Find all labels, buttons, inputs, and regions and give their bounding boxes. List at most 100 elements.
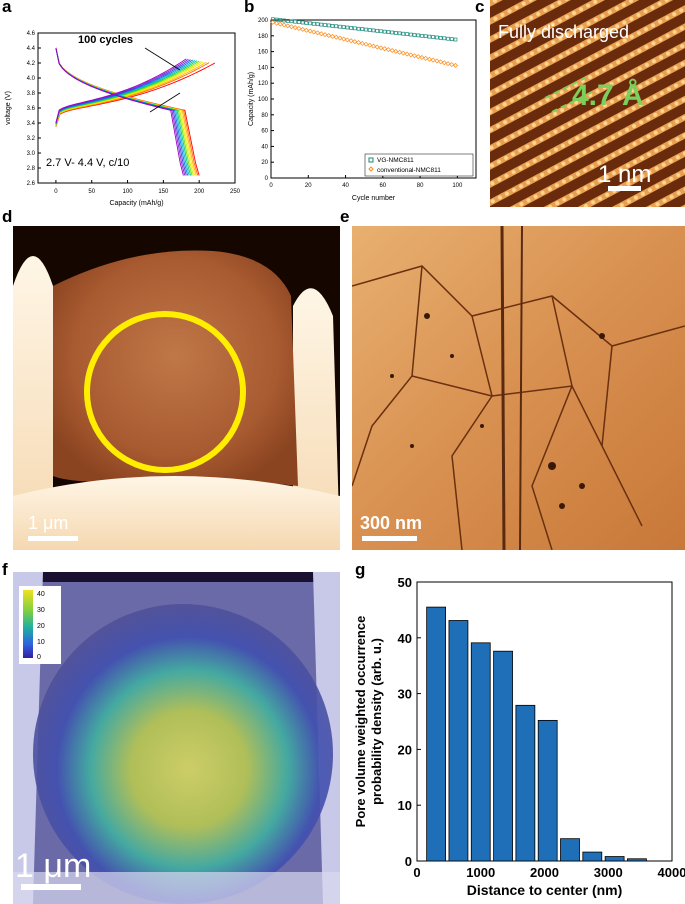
b-point-vg	[345, 25, 350, 30]
b-point-vg	[390, 30, 394, 35]
a-arrow-up	[144, 47, 181, 71]
b-point-vg	[367, 28, 372, 32]
b-point-conv	[393, 48, 399, 54]
b-point-conv	[300, 26, 306, 32]
b-xtick-label: 0	[269, 183, 273, 189]
scalebar-c	[608, 186, 641, 191]
scalebar-e	[362, 536, 417, 541]
b-ytick-label: 180	[258, 34, 269, 40]
a-charge-curve	[55, 62, 210, 127]
b-point-conv	[322, 32, 328, 38]
b-point-vg	[360, 27, 365, 32]
a-ytick-label: 2.8	[27, 166, 36, 172]
b-ytick-label: 20	[261, 160, 268, 166]
b-point-vg	[408, 32, 413, 37]
panel-letter-f: f	[2, 560, 8, 579]
voltage-capacity-chart: 0 50 100 150 200 250 2.6 2.8 3.0 3.2 3.4 3.6 3.8 4.0 4…	[5, 31, 241, 207]
b-point-vg	[330, 23, 335, 28]
colorbar	[23, 590, 33, 658]
b-ylabel: Capacity (mAh/g)	[248, 72, 255, 126]
g-ytick-label: 10	[398, 798, 412, 813]
b-point-vg	[375, 28, 380, 33]
b-ytick-label: 200	[258, 18, 269, 24]
b-point-vg	[319, 22, 324, 27]
b-point-conv	[289, 24, 294, 30]
g-ytick-label: 40	[398, 631, 412, 646]
b-point-vg	[420, 33, 424, 38]
left-edge-glow	[13, 256, 53, 550]
chart-b-points	[270, 17, 458, 68]
b-ytick-label: 160	[258, 50, 269, 56]
b-point-conv	[307, 28, 313, 34]
b-point-conv	[412, 53, 417, 59]
panel-letter-d: d	[2, 207, 13, 226]
b-point-conv	[330, 33, 335, 39]
b-point-conv	[344, 37, 350, 43]
right-edge-glow	[293, 288, 340, 550]
g-bar	[627, 858, 647, 862]
a-ytick-label: 3.8	[27, 91, 36, 97]
b-point-conv	[382, 46, 388, 52]
a-ytick-label: 3.0	[27, 151, 36, 157]
b-point-conv	[371, 43, 376, 49]
b-point-conv	[303, 27, 309, 33]
center-circle-marker	[84, 311, 246, 473]
g-xtick-label: 1000	[466, 865, 495, 880]
b-point-vg	[338, 24, 342, 29]
a-cycles-label: 100 cycles	[78, 34, 133, 46]
b-point-conv	[385, 47, 391, 53]
b-legend-marker-vg	[368, 157, 374, 163]
fringe-marker-2	[551, 91, 593, 113]
b-point-vg	[304, 21, 309, 25]
b-xtick-label: 60	[379, 183, 386, 189]
b-point-conv	[296, 26, 302, 32]
b-point-conv	[445, 61, 451, 67]
b-ytick-label: 80	[261, 113, 268, 119]
a-condition-label: 2.7 V- 4.4 V, c/10	[46, 157, 129, 169]
a-ytick-label: 3.6	[27, 106, 36, 112]
a-ylabel: voltage (V)	[5, 91, 12, 125]
b-point-vg	[356, 26, 361, 31]
b-ytick-label: 60	[261, 129, 268, 135]
panel-letter-g: g	[355, 560, 366, 579]
b-point-vg	[349, 26, 353, 30]
crack-line-2	[519, 226, 523, 550]
g-ylabel-line2: probability density (arb. u.)	[369, 638, 384, 805]
g-bar	[582, 851, 603, 862]
panel-letter-c: c	[475, 0, 485, 16]
b-point-conv	[359, 40, 365, 46]
b-point-conv	[356, 40, 362, 46]
b-point-conv	[285, 23, 291, 29]
b-point-conv	[363, 41, 369, 47]
pore-dots	[390, 313, 605, 509]
density-heatmap	[33, 604, 333, 904]
pore-density-overlay-image: 40 30 20 10 0 1 μm	[13, 572, 340, 904]
chart-a-curves	[55, 47, 216, 176]
g-ytick-label: 20	[398, 742, 412, 757]
b-point-vg	[334, 24, 339, 29]
b-point-conv	[367, 42, 373, 48]
b-point-vg	[379, 29, 383, 34]
b-point-vg	[278, 18, 283, 22]
a-ytick-label: 3.2	[27, 136, 36, 142]
b-point-vg	[435, 35, 439, 40]
b-point-conv	[415, 54, 421, 60]
b-ytick-label: 100	[258, 97, 269, 103]
a-ytick-label: 4.6	[27, 31, 36, 37]
chart-a-axes: 0 50 100 150 200 250 2.6 2.8 3.0 3.2 3.4 3.6 3.8 4.0 4…	[5, 31, 241, 207]
b-point-vg	[394, 31, 398, 35]
b-point-vg	[412, 33, 417, 37]
scalebar-d	[28, 536, 78, 541]
b-point-vg	[326, 23, 331, 28]
a-xtick-label: 250	[230, 189, 241, 195]
b-point-vg	[386, 30, 391, 34]
a-xtick-label: 100	[123, 189, 134, 195]
b-point-conv	[337, 35, 343, 41]
g-xtick-label: 4000	[658, 865, 685, 880]
g-bar	[493, 650, 513, 862]
a-xtick-label: 50	[88, 189, 95, 195]
b-point-conv	[348, 38, 354, 44]
a-charge-curve	[55, 61, 207, 127]
b-point-conv	[315, 30, 321, 36]
scalebar-c-label: 1 nm	[598, 161, 651, 188]
